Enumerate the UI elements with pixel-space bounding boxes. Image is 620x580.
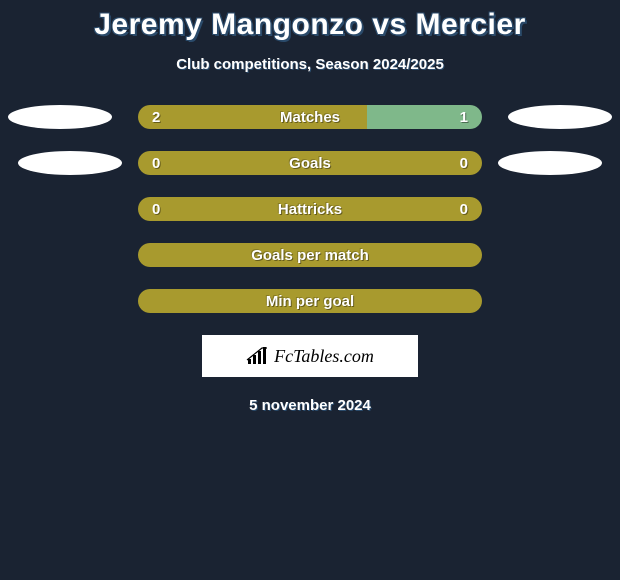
stat-row: 21Matches [0,105,620,129]
stat-row: Goals per match [0,243,620,267]
bar-segment-left [138,289,482,313]
stat-row: 00Hattricks [0,197,620,221]
subtitle: Club competitions, Season 2024/2025 [0,56,620,73]
bar-segment-left [138,243,482,267]
stat-value-right: 0 [460,197,468,221]
stat-rows: 21Matches00Goals00HattricksGoals per mat… [0,105,620,313]
logo-box: FcTables.com [202,335,418,377]
bar-background [138,197,482,221]
stat-value-right: 0 [460,151,468,175]
stat-bar: Goals per match [138,243,482,267]
bar-background [138,289,482,313]
player-badge-left [8,105,112,129]
bar-background [138,151,482,175]
page-title: Jeremy Mangonzo vs Mercier [0,8,620,42]
bar-segment-left [138,105,367,129]
stat-bar: 00Hattricks [138,197,482,221]
stat-row: 00Goals [0,151,620,175]
stat-value-left: 0 [152,197,160,221]
stat-bar: 00Goals [138,151,482,175]
stat-bar: 21Matches [138,105,482,129]
barchart-icon [246,347,270,365]
bar-segment-left [138,151,482,175]
stat-value-left: 2 [152,105,160,129]
bar-segment-left [138,197,482,221]
stat-row: Min per goal [0,289,620,313]
chart-container: Jeremy Mangonzo vs Mercier Club competit… [0,0,620,414]
player-badge-right [508,105,612,129]
player-badge-right [498,151,602,175]
bar-background [138,105,482,129]
stat-bar: Min per goal [138,289,482,313]
stat-value-left: 0 [152,151,160,175]
stat-value-right: 1 [460,105,468,129]
logo-text: FcTables.com [274,346,374,367]
date-text: 5 november 2024 [0,397,620,414]
player-badge-left [18,151,122,175]
bar-background [138,243,482,267]
